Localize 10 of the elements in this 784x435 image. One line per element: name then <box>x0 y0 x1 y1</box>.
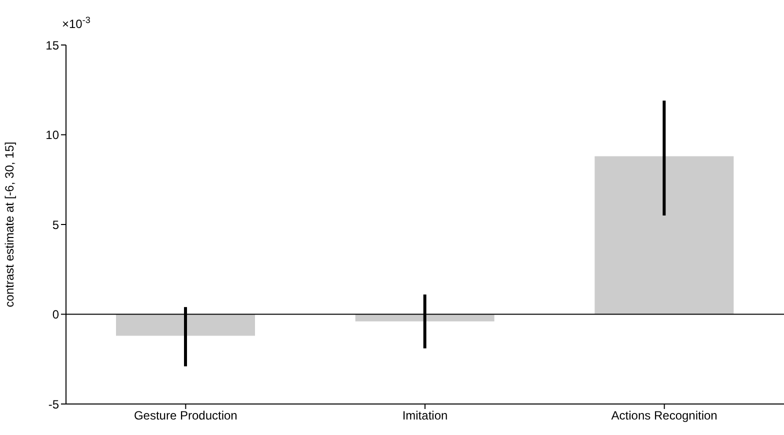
x-tick-label: Gesture Production <box>134 408 238 423</box>
text: ×10$^{-3}$ <box>62 15 90 31</box>
y-tick-label: 0 <box>52 308 60 322</box>
y-tick-label: -5 <box>48 397 60 412</box>
x-tick-label: Actions Recognition <box>611 408 718 423</box>
y-tick-label: 15 <box>46 38 60 52</box>
x-tick-label: Imitation <box>402 408 448 423</box>
y-axis-title: contrast estimate at [-6, 30, 15] <box>2 142 16 308</box>
y-tick-label: 10 <box>46 128 60 142</box>
y-tick-label: 5 <box>52 218 60 232</box>
